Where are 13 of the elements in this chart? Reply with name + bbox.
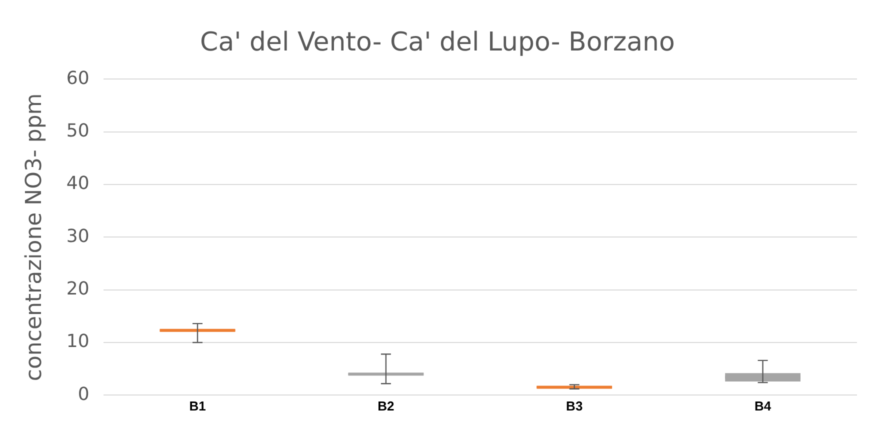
x-tick-label: B2 <box>378 398 394 414</box>
x-tick-label: B1 <box>189 398 206 414</box>
y-tick-label: 10 <box>66 331 90 352</box>
y-tick-label: 60 <box>66 68 90 89</box>
y-tick-label: 50 <box>66 120 90 142</box>
x-tick-label: B4 <box>754 398 772 414</box>
y-axis-title: concentrazione NO3- ppm <box>22 93 47 382</box>
chart-title: Ca' del Vento- Ca' del Lupo- Borzano <box>200 27 675 58</box>
y-tick-label: 0 <box>78 384 90 405</box>
y-tick-label: 20 <box>66 278 90 300</box>
y-tick-label: 30 <box>66 226 90 247</box>
y-tick-label: 40 <box>66 173 90 194</box>
x-tick-label: B3 <box>566 398 583 414</box>
